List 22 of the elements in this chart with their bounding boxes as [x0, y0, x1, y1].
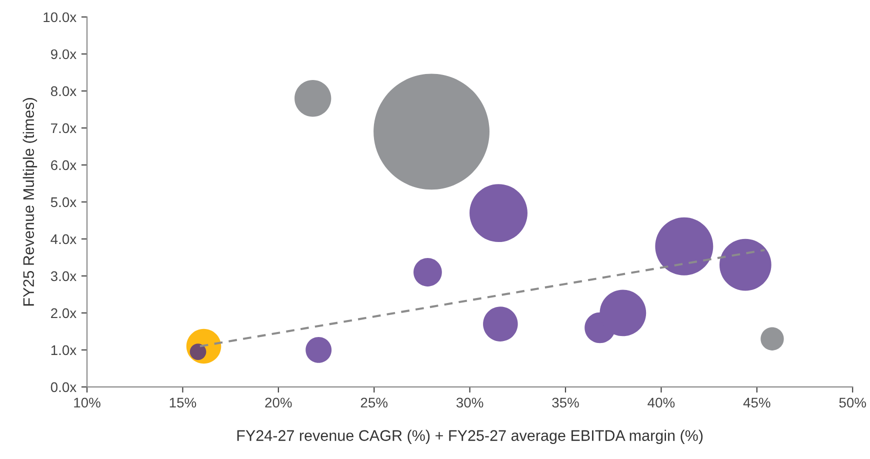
y-axis-title: FY25 Revenue Multiple (times) — [22, 98, 38, 306]
y-tick-label: 0.0x — [50, 382, 76, 392]
y-tick-label: 4.0x — [50, 234, 76, 244]
x-tick-label: 50% — [839, 398, 866, 408]
y-tick-label: 10.0x — [44, 12, 76, 22]
x-axis-title: FY24-27 revenue CAGR (%) + FY25-27 average EBITDA margin (%) — [237, 430, 703, 444]
x-tick-label: 20% — [265, 398, 292, 408]
x-tick-label: 25% — [360, 398, 388, 408]
x-tick-label: 45% — [743, 398, 770, 408]
x-tick-label: 35% — [552, 398, 579, 408]
y-tick-label: 1.0x — [51, 345, 76, 356]
y-tick-label: 8.0x — [50, 86, 76, 96]
y-tick-label: 6.0x — [51, 160, 76, 170]
y-tick-label: 2.0x — [51, 308, 76, 318]
y-tick-label: 7.0x — [51, 123, 76, 134]
y-tick-label: 9.0x — [50, 49, 76, 60]
x-tick-label: 30% — [456, 398, 484, 408]
x-tick-label: 10% — [74, 398, 100, 408]
x-tick-label: 40% — [648, 398, 675, 408]
x-tick-label: 15% — [170, 398, 196, 408]
y-tick-label: 5.0x — [50, 197, 76, 208]
y-tick-label: 3.0x — [50, 271, 76, 282]
